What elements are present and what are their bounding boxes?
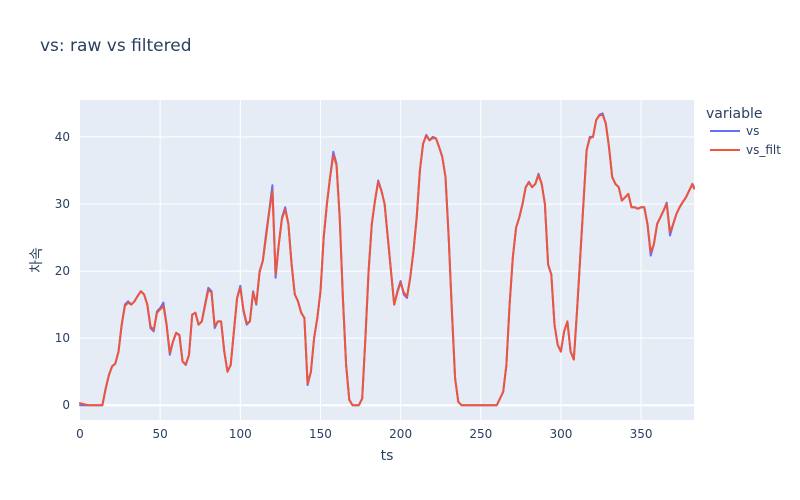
y-tick-label: 10	[55, 331, 70, 345]
x-tick-label: 50	[153, 427, 168, 441]
x-axis-ticks: 0 50 100 150 200 250 300 350	[76, 427, 652, 441]
series-lines	[79, 112, 695, 407]
y-axis-ticks: 0 10 20 30 40	[55, 130, 70, 412]
legend-title: variable	[706, 106, 762, 122]
x-tick-label: 0	[76, 427, 84, 441]
x-axis-title: ts	[381, 448, 394, 464]
series-line-vs_filt	[79, 113, 695, 407]
x-tick-label: 150	[309, 427, 332, 441]
legend-label: vs	[746, 124, 759, 138]
plot-area	[80, 100, 694, 420]
legend[interactable]: variable vs vs_filt	[706, 106, 781, 157]
x-tick-label: 350	[630, 427, 653, 441]
x-tick-label: 100	[229, 427, 252, 441]
chart-title: vs: raw vs filtered	[40, 36, 192, 56]
legend-label: vs_filt	[746, 143, 781, 157]
legend-item-vs_filt[interactable]: vs_filt	[710, 143, 781, 157]
y-axis-title: 차속	[29, 247, 45, 273]
grid-lines	[80, 100, 694, 420]
y-tick-label: 30	[55, 197, 70, 211]
legend-item-vs[interactable]: vs	[710, 124, 759, 138]
y-tick-label: 0	[62, 398, 70, 412]
x-tick-label: 200	[389, 427, 412, 441]
y-tick-label: 20	[55, 264, 70, 278]
x-tick-label: 300	[549, 427, 572, 441]
y-tick-label: 40	[55, 130, 70, 144]
x-tick-label: 250	[469, 427, 492, 441]
